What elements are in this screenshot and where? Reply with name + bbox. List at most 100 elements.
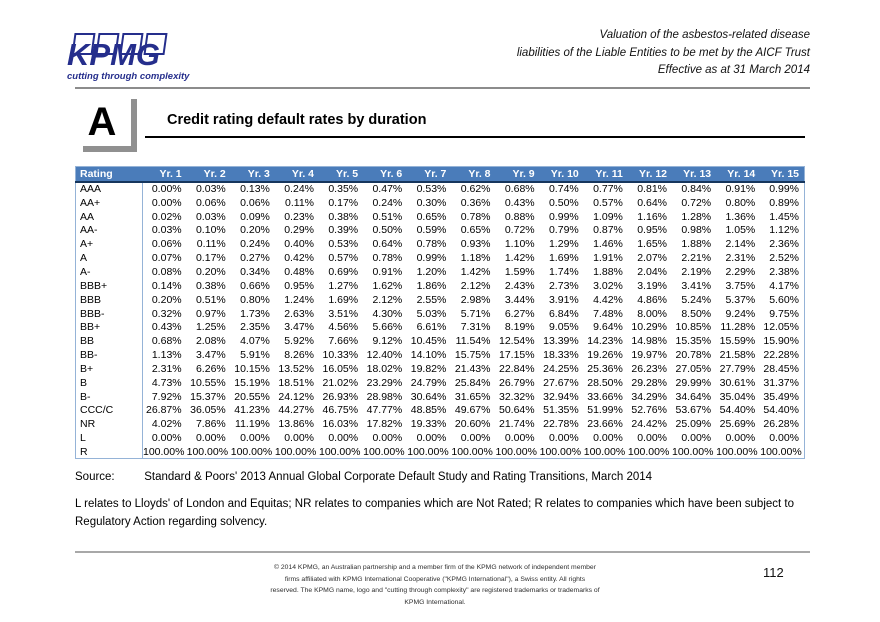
table-row-aa+: AA+ 0.00% 0.06% 0.06% 0.11% 0.17% 0.24% 0.30% 0.… [75,195,805,210]
rate-cell: 8.19% [504,321,535,334]
rate-cell: 4.17% [769,279,799,292]
rate-cell: 0.98% [681,224,712,237]
rate-cell: 54.40% [763,404,799,417]
column-header-yr-14: Yr. 14 [716,166,761,183]
rate-cell: 2.36% [769,238,799,251]
rate-cell: 29.99% [675,376,712,389]
rate-cell: 0.65% [460,224,491,237]
rate-cell: 1.36% [725,210,756,223]
rate-cell: 1.88% [681,238,712,251]
rate-cell: 20.78% [675,349,712,362]
footer-copyright-line: reserved. The KPMG name, logo and "cutti… [270,587,600,594]
rate-cell: 30.61% [719,376,756,389]
rate-cell: 0.69% [328,265,359,278]
rate-cell: 0.00% [681,432,712,445]
footer-copyright-line: © 2014 KPMG, an Australian partnership a… [274,564,596,571]
rate-cell: 35.04% [719,390,756,403]
rate-cell: 0.00% [195,432,226,445]
rate-cell: 5.71% [460,307,491,320]
rate-cell: 1.91% [593,252,623,265]
rate-cell: 51.35% [543,404,579,417]
footer-copyright-line: firms affiliated with KPMG International… [284,575,586,583]
rate-cell: 26.28% [763,418,799,431]
rate-cell: 0.20% [151,293,182,306]
column-header-yr-4: Yr. 4 [274,166,319,183]
source-text: Standard & Poors' 2013 Annual Global Cor… [144,471,653,483]
rate-cell: 53.67% [675,404,712,417]
rate-cell: 0.09% [240,210,270,223]
logo-tagline: cutting through complexity [67,71,190,82]
rate-cell: 1.10% [504,238,535,251]
rate-cell: 0.14% [151,279,182,292]
table-row-b+: B+ 2.31% 6.26% 10.15% 13.52% 16.05% 18.02% 19.8… [75,361,805,376]
rate-cell: 0.95% [284,279,314,292]
rate-cell: 2.12% [372,293,403,306]
rate-cell: 0.00% [769,432,799,445]
column-header-yr-11: Yr. 11 [583,166,628,183]
rate-cell: 0.72% [681,196,712,209]
rate-cell: 0.97% [195,307,226,320]
rate-cell: 23.29% [366,376,403,389]
rate-cell: 18.02% [366,362,403,375]
rate-cell: 4.07% [240,335,270,348]
rate-cell: 24.42% [631,418,667,431]
rate-cell: 25.36% [587,362,623,375]
rate-cell: 17.82% [366,418,403,431]
rate-cell: 0.78% [416,238,447,251]
rate-cell: 0.78% [372,252,403,265]
rate-cell: 100.00% [627,445,670,458]
rate-cell: 1.42% [460,265,491,278]
rate-cell: 0.88% [504,210,535,223]
rating-cell: AAA [75,182,143,196]
rate-cell: 19.33% [410,418,447,431]
rate-cell: 4.86% [637,293,667,306]
rate-cell: 0.99% [416,252,447,265]
table-row-bbb-: BBB- 0.32% 0.97% 1.73% 2.63% 3.51% 4.30% 5.03% 5… [75,306,805,321]
rate-cell: 100.00% [539,445,582,458]
rate-cell: 0.95% [637,224,667,237]
rate-cell: 1.42% [504,252,535,265]
rate-cell: 0.77% [593,183,623,196]
rate-cell: 23.66% [587,418,623,431]
rating-cell: A+ [75,237,143,252]
rate-cell: 2.12% [460,279,491,292]
rate-cell: 2.21% [681,252,712,265]
rate-cell: 52.76% [631,404,667,417]
rate-cell: 0.02% [151,210,182,223]
rate-cell: 20.60% [454,418,491,431]
rate-cell: 0.17% [195,252,226,265]
rate-cell: 0.03% [195,210,226,223]
rate-cell: 21.43% [454,362,491,375]
rate-cell: 0.59% [416,224,447,237]
rate-cell: 35.49% [763,390,799,403]
rate-cell: 0.03% [151,224,182,237]
rating-cell: CCC/C [75,403,143,418]
rate-cell: 7.86% [195,418,226,431]
rate-cell: 8.00% [637,307,667,320]
rate-cell: 5.03% [416,307,447,320]
column-header-yr-15: Yr. 15 [760,166,805,183]
column-header-yr-6: Yr. 6 [363,166,408,183]
rating-cell: B+ [75,361,143,376]
rating-cell: NR [75,417,143,432]
rating-cell: AA- [75,223,143,238]
rate-cell: 24.25% [543,362,579,375]
rate-cell: 11.19% [235,418,270,431]
table-row-b: B 4.73% 10.55% 15.19% 18.51% 21.02% 23.29% 24.7… [75,375,805,390]
table-body: AAA 0.00% 0.03% 0.13% 0.24% 0.35% 0.47% 0.53% 0.… [75,182,805,459]
rating-cell: AA [75,209,143,224]
rate-cell: 2.07% [637,252,667,265]
column-header-yr-8: Yr. 8 [451,166,496,183]
table-row-a+: A+ 0.06% 0.11% 0.24% 0.40% 0.53% 0.64% 0.78% 0.9… [75,237,805,252]
rate-cell: 7.48% [593,307,623,320]
rate-cell: 1.20% [416,265,447,278]
rate-cell: 0.34% [240,265,270,278]
rate-cell: 0.30% [416,196,447,209]
rate-cell: 5.60% [769,293,799,306]
rate-cell: 19.97% [631,349,667,362]
rate-cell: 2.19% [681,265,712,278]
rate-cell: 100.00% [186,445,229,458]
rate-cell: 0.51% [195,293,226,306]
rating-cell: BBB- [75,306,143,321]
rate-cell: 0.57% [328,252,359,265]
